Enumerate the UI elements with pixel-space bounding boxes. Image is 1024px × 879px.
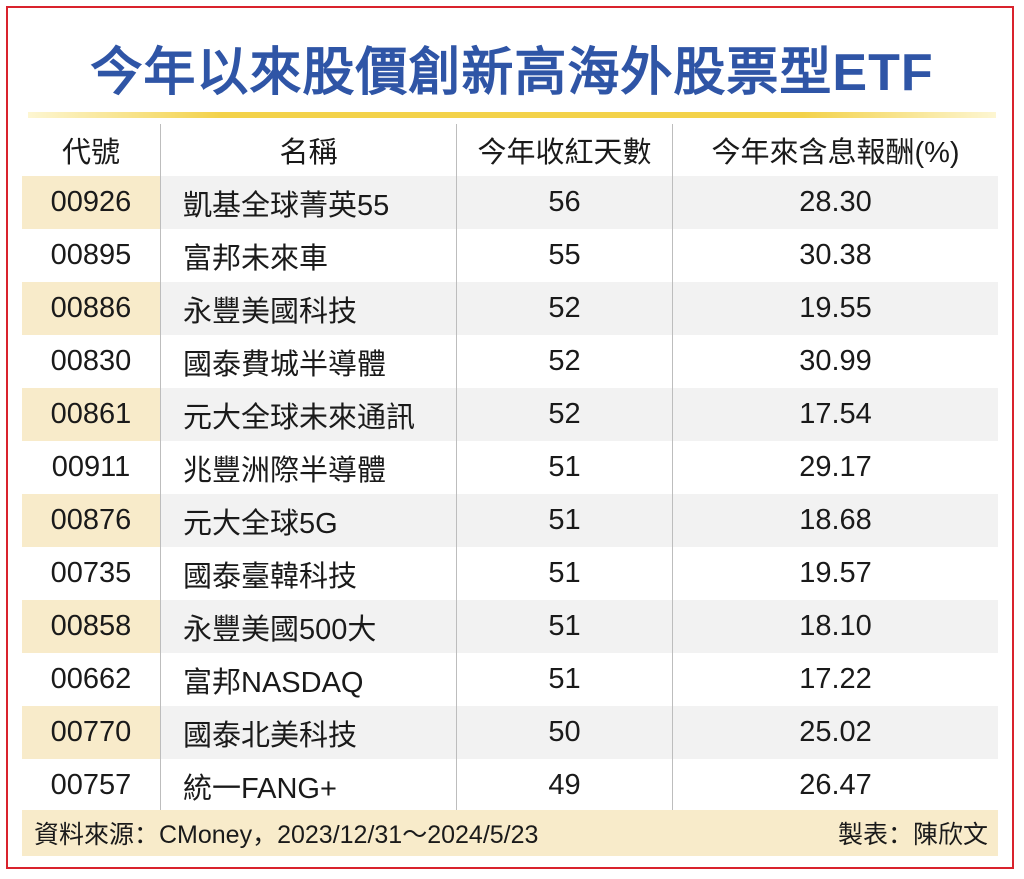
cell-return: 18.10 xyxy=(672,600,998,653)
table-row: 00757 統一FANG+ 49 26.47 xyxy=(22,759,998,812)
cell-name: 凱基全球菁英55 xyxy=(160,176,456,229)
cell-up-days: 56 xyxy=(456,176,672,229)
table-row: 00861 元大全球未來通訊 52 17.54 xyxy=(22,388,998,441)
cell-return: 19.57 xyxy=(672,547,998,600)
credit-note: 製表：陳欣文 xyxy=(837,821,988,849)
cell-return: 17.54 xyxy=(672,388,998,441)
table-body: 00926 凱基全球菁英55 56 28.30 00895 富邦未來車 55 30.38 008… xyxy=(22,176,998,812)
cell-up-days: 52 xyxy=(456,335,672,388)
table-row: 00886 永豐美國科技 52 19.55 xyxy=(22,282,998,335)
cell-code: 00858 xyxy=(22,600,160,653)
cell-code: 00830 xyxy=(50,345,132,377)
table-row: 00858 永豐美國500大 51 18.10 xyxy=(22,600,998,653)
cell-return: 19.55 xyxy=(672,282,998,335)
cell-code: 00895 xyxy=(50,239,132,271)
cell-return: 26.47 xyxy=(672,759,998,812)
cell-name: 元大全球未來通訊 xyxy=(160,388,456,441)
table-row: 00735 國泰臺韓科技 51 19.57 xyxy=(22,547,998,600)
cell-up-days: 50 xyxy=(456,706,672,759)
table-row: 00911 兆豐洲際半導體 51 29.17 xyxy=(22,441,998,494)
cell-return: 30.99 xyxy=(672,335,998,388)
table-row: 00895 富邦未來車 55 30.38 xyxy=(22,229,998,282)
cell-up-days: 49 xyxy=(456,759,672,812)
footer: 資料來源：CMoney，2023/12/31～2024/5/23 製表：陳欣文 xyxy=(22,810,998,856)
cell-up-days: 52 xyxy=(456,388,672,441)
etf-table: 代號 名稱 今年收紅天數 今年來含息報酬(%) 00926 凱基全球菁英55 56 2… xyxy=(22,124,998,812)
cell-name: 兆豐洲際半導體 xyxy=(160,441,456,494)
cell-name: 統一FANG+ xyxy=(160,759,456,812)
cell-name: 國泰北美科技 xyxy=(160,706,456,759)
cell-code: 00757 xyxy=(50,769,132,801)
header-code: 代號 xyxy=(61,137,120,169)
cell-name: 富邦未來車 xyxy=(160,229,456,282)
table-row: 00926 凱基全球菁英55 56 28.30 xyxy=(22,176,998,229)
header-return: 今年來含息報酬(%) xyxy=(672,124,998,176)
cell-return: 17.22 xyxy=(672,653,998,706)
source-note: 資料來源：CMoney，2023/12/31～2024/5/23 xyxy=(34,821,539,849)
cell-up-days: 51 xyxy=(456,494,672,547)
cell-up-days: 51 xyxy=(456,547,672,600)
cell-return: 28.30 xyxy=(672,176,998,229)
title-divider xyxy=(28,112,996,118)
cell-name: 國泰費城半導體 xyxy=(160,335,456,388)
cell-code: 00876 xyxy=(22,494,160,547)
cell-code: 00886 xyxy=(22,282,160,335)
header-up-days: 今年收紅天數 xyxy=(456,124,672,176)
cell-up-days: 55 xyxy=(456,229,672,282)
table-row: 00876 元大全球5G 51 18.68 xyxy=(22,494,998,547)
cell-code: 00735 xyxy=(50,557,132,589)
cell-code: 00911 xyxy=(51,451,131,483)
cell-return: 29.17 xyxy=(672,441,998,494)
table-row: 00770 國泰北美科技 50 25.02 xyxy=(22,706,998,759)
cell-code: 00926 xyxy=(22,176,160,229)
table-row: 00830 國泰費城半導體 52 30.99 xyxy=(22,335,998,388)
table-header: 代號 名稱 今年收紅天數 今年來含息報酬(%) xyxy=(22,124,998,176)
cell-code: 00770 xyxy=(22,706,160,759)
table-row: 00662 富邦NASDAQ 51 17.22 xyxy=(22,653,998,706)
cell-return: 30.38 xyxy=(672,229,998,282)
cell-name: 永豐美國科技 xyxy=(160,282,456,335)
cell-code: 00662 xyxy=(50,663,132,695)
header-name: 名稱 xyxy=(160,124,456,176)
cell-up-days: 51 xyxy=(456,441,672,494)
cell-name: 富邦NASDAQ xyxy=(160,653,456,706)
cell-up-days: 51 xyxy=(456,653,672,706)
chart-title: 今年以來股價創新高海外股票型ETF xyxy=(90,44,934,102)
cell-return: 18.68 xyxy=(672,494,998,547)
cell-name: 永豐美國500大 xyxy=(160,600,456,653)
cell-up-days: 52 xyxy=(456,282,672,335)
cell-return: 25.02 xyxy=(672,706,998,759)
cell-name: 元大全球5G xyxy=(160,494,456,547)
cell-code: 00861 xyxy=(22,388,160,441)
cell-name: 國泰臺韓科技 xyxy=(160,547,456,600)
cell-up-days: 51 xyxy=(456,600,672,653)
